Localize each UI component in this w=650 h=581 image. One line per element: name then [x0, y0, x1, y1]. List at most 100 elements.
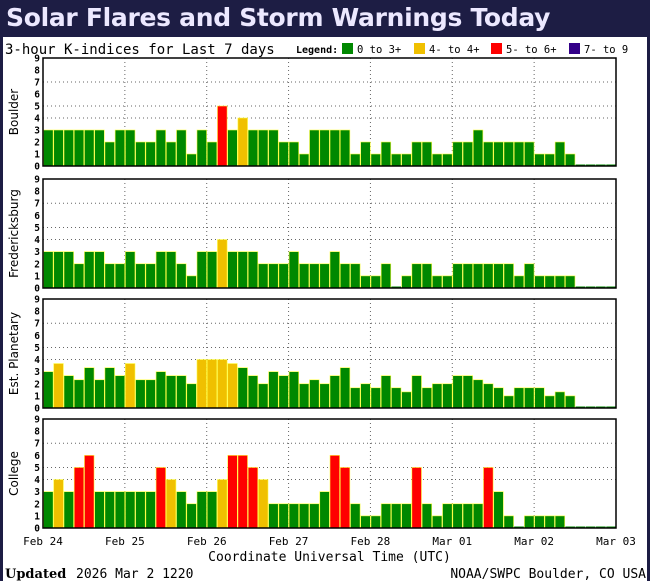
bar-boulder-23 [278, 141, 289, 167]
legend-label: Legend: [296, 45, 338, 56]
bar-est-planetary-32 [370, 387, 381, 409]
bar-college-2 [63, 491, 74, 529]
bar-college-23 [278, 503, 289, 529]
y-tick-label: 9 [34, 415, 40, 426]
bar-fredericksburg-15 [196, 251, 207, 289]
bar-est-planetary-20 [247, 375, 259, 409]
bar-est-planetary-5 [94, 379, 105, 409]
bar-college-10 [145, 491, 156, 529]
bar-boulder-22 [268, 129, 279, 167]
bar-college-30 [350, 503, 361, 529]
bar-fredericksburg-2 [63, 251, 74, 289]
bar-college-0 [43, 491, 54, 529]
bar-boulder-35 [401, 153, 412, 167]
legend-entry-3: 7- to 9 [584, 44, 628, 56]
y-tick-label: 9 [34, 175, 40, 186]
bar-boulder-48 [534, 153, 545, 167]
bar-college-31 [360, 515, 371, 529]
updated-label: Updated [5, 567, 66, 581]
y-tick-label: 3 [34, 367, 40, 378]
source-credit: NOAA/SWPC Boulder, CO USA [450, 567, 646, 581]
y-tick-label: 3 [34, 247, 40, 258]
bar-est-planetary-34 [391, 387, 402, 409]
bar-college-7 [114, 491, 126, 529]
bar-est-planetary-6 [104, 367, 115, 409]
legend-swatch-0 [342, 43, 353, 54]
bar-college-29 [339, 467, 351, 529]
bar-fredericksburg-50 [554, 275, 566, 289]
bar-college-27 [319, 491, 330, 529]
bar-college-36 [411, 467, 422, 529]
y-tick-label: 7 [34, 199, 40, 210]
x-tick-label: Feb 28 [351, 535, 391, 548]
bar-est-planetary-30 [350, 387, 361, 409]
bar-est-planetary-36 [411, 375, 422, 409]
bar-boulder-5 [94, 129, 105, 167]
x-tick-label: Mar 02 [514, 535, 554, 548]
bar-college-41 [462, 503, 473, 529]
bar-est-planetary-3 [73, 379, 85, 409]
bar-college-40 [452, 503, 463, 529]
bar-boulder-26 [309, 129, 320, 167]
bar-college-18 [227, 455, 238, 529]
bar-fredericksburg-44 [493, 263, 504, 289]
y-tick-label: 4 [34, 235, 40, 246]
bar-fredericksburg-21 [258, 263, 269, 289]
bar-college-49 [544, 515, 555, 529]
bar-college-4 [84, 455, 95, 529]
bar-est-planetary-9 [135, 379, 146, 409]
bar-fredericksburg-14 [186, 275, 197, 289]
bar-fredericksburg-28 [329, 251, 340, 289]
bar-boulder-36 [411, 141, 422, 167]
bar-fredericksburg-31 [360, 275, 371, 289]
bar-est-planetary-33 [380, 375, 392, 409]
bar-fredericksburg-6 [104, 263, 115, 289]
bar-fredericksburg-29 [339, 263, 351, 289]
y-tick-label: 5 [34, 343, 40, 354]
bar-boulder-10 [145, 141, 156, 167]
bar-fredericksburg-48 [534, 275, 545, 289]
bar-college-25 [299, 503, 310, 529]
series-label: Fredericksburg [7, 189, 21, 278]
bar-college-39 [442, 503, 453, 529]
x-tick-label: Mar 03 [596, 535, 636, 548]
bar-boulder-1 [53, 129, 64, 167]
y-tick-label: 5 [34, 463, 40, 474]
bar-est-planetary-18 [227, 363, 238, 409]
y-tick-label: 0 [34, 162, 40, 173]
bar-fredericksburg-4 [84, 251, 95, 289]
bar-fredericksburg-47 [524, 263, 535, 289]
bar-college-42 [472, 503, 484, 529]
x-tick-label: Feb 25 [105, 535, 145, 548]
bar-est-planetary-51 [565, 395, 576, 409]
bar-boulder-2 [63, 129, 74, 167]
bar-est-planetary-4 [84, 367, 95, 409]
bar-fredericksburg-19 [237, 251, 248, 289]
bar-est-planetary-35 [401, 391, 412, 409]
bar-fredericksburg-16 [206, 251, 218, 289]
bar-est-planetary-21 [258, 383, 269, 409]
y-tick-label: 4 [34, 475, 40, 486]
bar-est-planetary-16 [206, 359, 218, 409]
bar-est-planetary-14 [186, 383, 197, 409]
bar-fredericksburg-17 [217, 239, 228, 289]
bar-boulder-28 [329, 129, 340, 167]
bar-boulder-41 [462, 141, 473, 167]
bar-college-8 [125, 491, 136, 529]
y-tick-label: 0 [34, 284, 40, 295]
bar-boulder-39 [442, 153, 453, 167]
bar-college-6 [104, 491, 115, 529]
bar-boulder-46 [513, 141, 525, 167]
series-label: Boulder [7, 89, 21, 136]
bar-college-1 [53, 479, 64, 529]
bar-college-35 [401, 503, 412, 529]
legend-swatch-1 [414, 43, 425, 54]
bar-est-planetary-41 [462, 375, 473, 409]
bar-boulder-38 [432, 153, 443, 167]
bar-fredericksburg-41 [462, 263, 473, 289]
y-tick-label: 2 [34, 138, 40, 149]
bar-fredericksburg-22 [268, 263, 279, 289]
bar-est-planetary-48 [534, 387, 545, 409]
bar-est-planetary-19 [237, 367, 248, 409]
bar-fredericksburg-20 [247, 251, 259, 289]
